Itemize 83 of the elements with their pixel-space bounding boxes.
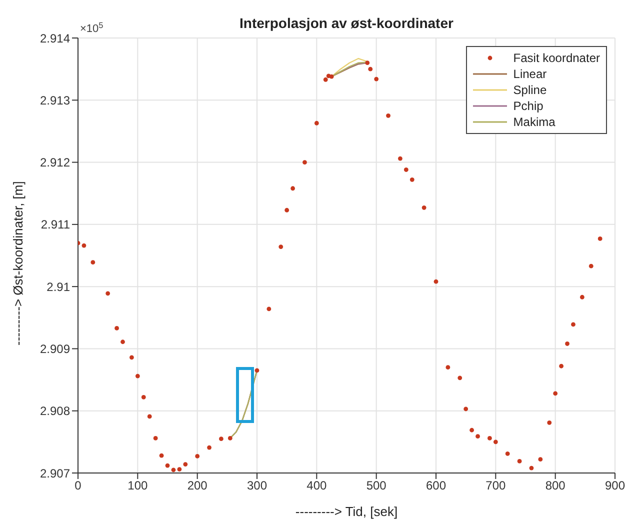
point [404, 168, 408, 172]
point [493, 440, 498, 444]
point [141, 394, 146, 400]
point [538, 457, 543, 462]
y-tick-label: 2.912 [40, 156, 70, 170]
y-axis-title: ---------> Øst-koordinater, [m] [10, 181, 26, 346]
point [195, 454, 200, 458]
text: ×10$^{5}$ [80, 20, 104, 35]
x-tick-label: 200 [187, 478, 208, 493]
point [517, 458, 522, 464]
point [446, 365, 450, 370]
legend-label: Pchip [513, 98, 544, 114]
point [177, 467, 182, 472]
x-tick-label: 700 [486, 478, 506, 493]
point [529, 466, 534, 470]
point [476, 434, 480, 439]
y-tick-label: 2.91 [46, 280, 70, 294]
x-tick-label: 900 [604, 478, 625, 493]
point [398, 156, 402, 161]
point [565, 342, 570, 346]
point [488, 436, 492, 440]
point [571, 322, 576, 327]
x-tick-label: 0 [74, 478, 82, 493]
y-tick-label: 2.907 [40, 466, 70, 480]
point [153, 436, 158, 440]
y-tick-label: 2.908 [40, 404, 70, 418]
legend-label: Makima [513, 114, 556, 130]
point [559, 364, 564, 368]
point [284, 208, 290, 212]
point [458, 376, 462, 380]
point [207, 445, 212, 450]
point [254, 368, 260, 373]
point [290, 186, 295, 191]
point [598, 236, 602, 241]
point [547, 420, 552, 425]
point [183, 462, 188, 466]
x-tick-label: 800 [545, 478, 566, 493]
x-tick-label: 600 [426, 478, 446, 493]
point [302, 160, 307, 164]
point [266, 306, 272, 312]
x-tick-label: 400 [306, 478, 327, 493]
point [82, 243, 86, 248]
point [386, 113, 390, 118]
x-tick-label: 300 [246, 478, 268, 493]
point [434, 279, 438, 284]
x-tick-label: 100 [128, 478, 148, 493]
point [368, 66, 373, 72]
legend-label: Linear [513, 66, 547, 82]
point [120, 340, 125, 344]
point [171, 468, 176, 472]
chart-title: Interpolasjon av øst-koordinater [240, 15, 454, 31]
y-tick-label: 2.911 [40, 218, 70, 232]
point [374, 76, 379, 82]
point [228, 436, 232, 440]
legend-label: Spline [513, 82, 547, 98]
point [422, 205, 426, 210]
point [106, 291, 110, 296]
point [323, 77, 328, 82]
point [159, 453, 164, 458]
point [147, 414, 152, 419]
x-axis-title: ---------> Tid, [sek] [295, 504, 398, 519]
point [114, 326, 119, 330]
point [90, 260, 96, 265]
point [165, 463, 170, 468]
x-tick-label: 500 [366, 478, 387, 493]
point [580, 294, 584, 300]
point [553, 391, 558, 396]
point [365, 60, 370, 66]
y-tick-label: 2.909 [40, 342, 70, 356]
point [410, 177, 414, 182]
point [278, 244, 284, 249]
point [314, 120, 319, 126]
point [135, 374, 140, 378]
point [588, 264, 594, 268]
y-tick-label: 2.914 [40, 31, 70, 46]
point [464, 406, 468, 412]
point [130, 355, 134, 360]
point [329, 74, 334, 79]
legend-label: Fasit koordnater [513, 50, 600, 66]
point [505, 452, 510, 456]
point [219, 436, 224, 442]
y-tick-label: 2.913 [40, 93, 70, 108]
point [470, 428, 474, 432]
